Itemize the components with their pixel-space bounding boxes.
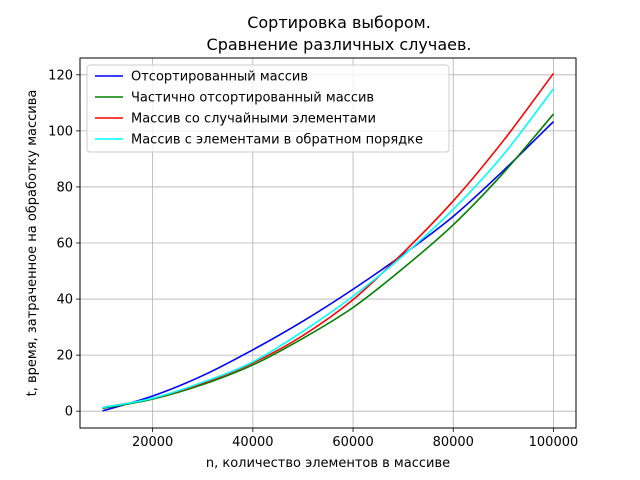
y-tick-label: 120 xyxy=(48,68,73,83)
y-tick-label: 80 xyxy=(56,180,73,195)
chart-title-line-1: Сортировка выбором. xyxy=(247,13,431,32)
y-tick-label: 0 xyxy=(65,405,73,420)
y-tick-label: 60 xyxy=(56,237,73,252)
legend-label-3: Массив со случайными элементами xyxy=(131,112,376,127)
y-tick-label: 40 xyxy=(56,293,73,308)
axis-ticks: 20000 40000 60000 80000 100000 0 20 40 60 80 100 12… xyxy=(48,68,578,450)
legend: Отсортированный массив Частично отсортиро… xyxy=(86,64,450,153)
x-tick-label: 60000 xyxy=(332,435,373,450)
y-tick-label: 20 xyxy=(56,349,73,364)
y-axis-label: t, время, затраченное на обработку масси… xyxy=(25,90,40,397)
series-line-4 xyxy=(102,88,555,409)
x-tick-label: 100000 xyxy=(529,435,579,450)
legend-label-1: Отсортированный массив xyxy=(131,70,308,85)
legend-label-4: Массив с элементами в обратном порядке xyxy=(131,133,423,148)
y-tick-label: 100 xyxy=(48,124,73,139)
series-line-1 xyxy=(102,121,555,412)
x-axis-label: n, количество элементов в массиве xyxy=(206,456,450,471)
series-lines xyxy=(102,72,555,412)
series-line-2 xyxy=(102,113,555,410)
chart-title-line-2: Сравнение различных случаев. xyxy=(207,35,472,54)
legend-box xyxy=(86,64,450,153)
x-tick-label: 80000 xyxy=(433,435,474,450)
x-tick-label: 40000 xyxy=(232,435,273,450)
legend-label-2: Частично отсортированный массив xyxy=(131,91,374,106)
x-tick-label: 20000 xyxy=(132,435,173,450)
